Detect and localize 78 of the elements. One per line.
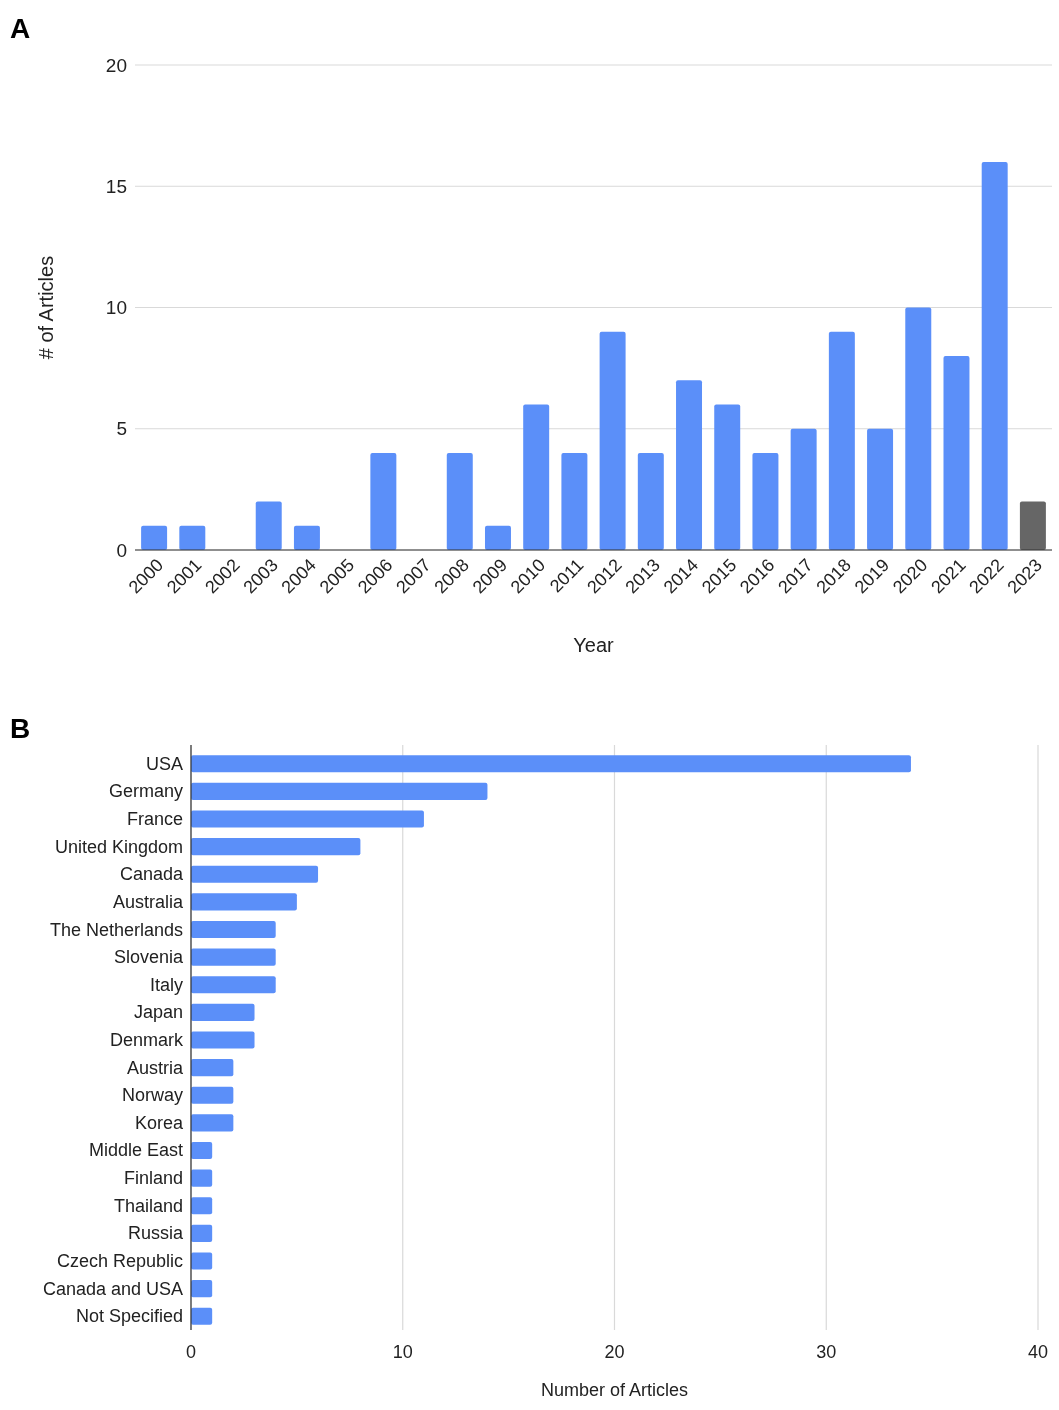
bar [905,307,932,550]
bar [484,525,511,550]
y-tick-label: Australia [112,891,184,912]
bar [191,1086,234,1104]
y-tick-label: 0 [116,539,127,561]
bar [191,1031,255,1049]
bar [191,1003,255,1021]
x-tick-label: 30 [816,1342,837,1362]
y-tick-label: Germany [108,781,183,802]
bar [676,380,703,550]
bar [752,453,779,550]
y-tick-label: United Kingdom [54,836,183,857]
bar [191,838,361,856]
bar [191,1280,213,1298]
bar [191,1169,213,1187]
bar [191,920,276,939]
bar [981,162,1008,550]
bar [191,1252,213,1270]
y-tick-label: 20 [105,54,127,76]
bar [191,865,319,883]
text: B [10,713,31,744]
x-tick-label: 40 [1027,1342,1049,1362]
bar [790,428,817,550]
bar [523,404,550,550]
x-axis-title: Year [573,634,615,656]
bar [255,501,282,550]
bar [446,453,473,550]
bar [191,976,276,994]
y-tick-label: 5 [116,418,127,440]
y-tick-label: Japan [133,1002,183,1023]
y-tick-label: Thailand [113,1195,183,1216]
y-tick-label: 10 [105,297,127,318]
bar [191,755,911,773]
y-tick-label: Canada [119,864,184,885]
y-tick-label: USA [145,753,183,774]
y-tick-label: Denmark [109,1030,184,1050]
bar [191,893,297,911]
y-tick-label: Russia [127,1223,184,1244]
bar [191,1059,234,1077]
y-tick-label: Italy [149,974,183,995]
x-axis-title: Number of Articles [540,1380,689,1400]
bar [943,356,970,550]
y-tick-label: Middle East [88,1140,183,1161]
text: A [10,13,31,44]
y-tick-label: Norway [121,1085,183,1106]
bar [191,1197,213,1215]
bar [561,453,588,550]
y-tick-label: Czech Republic [56,1250,183,1271]
bar [293,525,320,550]
y-tick-label: Not Specified [75,1306,183,1327]
bar [191,1307,213,1325]
bar [191,1114,234,1132]
bar [599,331,626,550]
bar [191,810,424,828]
bar [191,782,488,800]
y-tick-label: Finland [123,1168,183,1189]
y-tick-label: Austria [126,1057,184,1078]
x-tick-label: 10 [392,1342,413,1362]
y-tick-label: Canada and USA [42,1278,183,1299]
bar [191,1224,213,1242]
bar [179,525,206,550]
y-tick-label: The Netherlands [49,919,183,940]
y-tick-label: Slovenia [113,947,184,968]
y-tick-label: France [126,809,183,830]
bar [191,948,276,966]
bar [714,404,741,550]
bar [141,525,168,550]
bar [637,453,664,550]
y-tick-label: Korea [134,1112,184,1133]
x-tick-label: 0 [185,1342,197,1362]
bar [370,453,397,550]
bar [1019,501,1046,550]
bar [828,331,855,550]
bar [191,1141,213,1160]
bar [867,428,894,550]
x-tick-label: 20 [604,1342,625,1362]
y-axis-title: # of Articles [35,255,57,360]
y-tick-label: 15 [105,175,127,197]
